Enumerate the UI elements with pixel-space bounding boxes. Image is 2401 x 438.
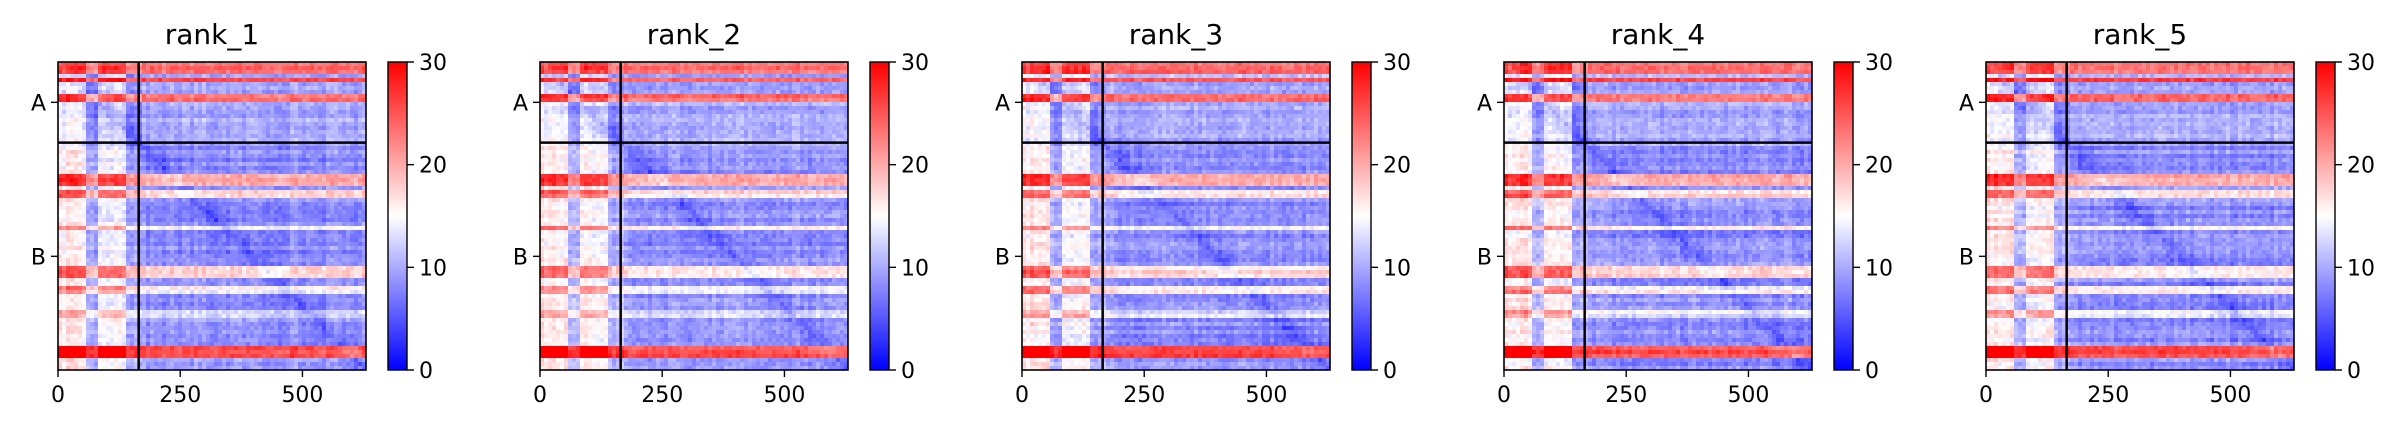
colorbar — [1351, 61, 1372, 371]
y-tick-label: A — [1959, 91, 1974, 116]
heatmap-matrix — [58, 62, 367, 371]
y-tick-label: A — [1477, 91, 1492, 116]
x-tick-label: 0 — [51, 383, 65, 408]
colorbar — [1833, 61, 1854, 371]
heatmap-frame — [539, 61, 849, 371]
colorbar-tick-label: 0 — [419, 359, 433, 384]
colorbar-tick-label: 10 — [901, 256, 929, 281]
colorbar-tick-label: 10 — [1865, 256, 1893, 281]
colorbar-tick-label: 30 — [1383, 51, 1411, 76]
heatmap-frame — [1503, 61, 1813, 371]
colorbar-tick-label: 0 — [1865, 359, 1879, 384]
y-tick-label: B — [995, 245, 1010, 270]
colorbar-tick-label: 10 — [1383, 256, 1411, 281]
colorbar-tick-label: 0 — [2347, 359, 2361, 384]
colorbar-tick-label: 0 — [901, 359, 915, 384]
heatmap-frame — [1021, 61, 1331, 371]
x-tick-label: 250 — [641, 383, 683, 408]
colorbar-tick-label: 10 — [419, 256, 447, 281]
colorbar — [869, 61, 890, 371]
x-tick-label: 500 — [281, 383, 323, 408]
x-tick-label: 0 — [1015, 383, 1029, 408]
colorbar-tick-label: 10 — [2347, 256, 2375, 281]
x-tick-label: 0 — [1979, 383, 1993, 408]
heatmap-panel-1: rank_1 0 250 500 A B 0 10 20 30 — [31, 18, 447, 408]
y-tick-label: A — [513, 91, 528, 116]
colorbar-tick-label: 0 — [1383, 359, 1397, 384]
colorbar-tick-label: 20 — [1383, 154, 1411, 179]
colorbar-tick-label: 30 — [2347, 51, 2375, 76]
y-tick-label: B — [513, 245, 528, 270]
colorbar — [2315, 61, 2336, 371]
y-tick-label: B — [31, 245, 46, 270]
panel-title: rank_3 — [1129, 18, 1223, 51]
heatmap-matrix — [1986, 62, 2295, 371]
heatmap-matrix — [1504, 62, 1813, 371]
y-tick-label: B — [1477, 245, 1492, 270]
x-tick-label: 500 — [763, 383, 805, 408]
x-tick-label: 250 — [1123, 383, 1165, 408]
colorbar — [387, 61, 408, 371]
heatmap-panel-3: rank_3 0 250 500 A B 0 10 20 30 — [995, 18, 1411, 408]
x-tick-label: 250 — [159, 383, 201, 408]
heatmap-matrix — [1022, 62, 1331, 371]
panel-title: rank_2 — [647, 18, 741, 51]
x-tick-label: 500 — [2209, 383, 2251, 408]
heatmap-panel-2: rank_2 0 250 500 A B 0 10 20 30 — [513, 18, 929, 408]
y-tick-label: A — [31, 91, 46, 116]
colorbar-tick-label: 30 — [419, 51, 447, 76]
y-tick-label: B — [1959, 245, 1974, 270]
colorbar-tick-label: 30 — [1865, 51, 1893, 76]
x-tick-label: 500 — [1245, 383, 1287, 408]
heatmap-frame — [1985, 61, 2295, 371]
heatmap-matrix — [540, 62, 849, 371]
panel-title: rank_1 — [165, 18, 259, 51]
x-tick-label: 0 — [1497, 383, 1511, 408]
colorbar-tick-label: 20 — [419, 154, 447, 179]
colorbar-tick-label: 20 — [1865, 154, 1893, 179]
x-tick-label: 0 — [533, 383, 547, 408]
heatmap-panel-4: rank_4 0 250 500 A B 0 10 20 30 — [1477, 18, 1893, 408]
colorbar-tick-label: 20 — [2347, 154, 2375, 179]
x-tick-label: 250 — [1605, 383, 1647, 408]
colorbar-tick-label: 30 — [901, 51, 929, 76]
heatmap-panel-5: rank_5 0 250 500 A B 0 10 20 30 — [1959, 18, 2375, 408]
panel-title: rank_4 — [1611, 18, 1705, 51]
x-tick-label: 250 — [2087, 383, 2129, 408]
colorbar-tick-label: 20 — [901, 154, 929, 179]
panel-title: rank_5 — [2093, 18, 2187, 51]
x-tick-label: 500 — [1727, 383, 1769, 408]
y-tick-label: A — [995, 91, 1010, 116]
heatmap-frame — [57, 61, 367, 371]
